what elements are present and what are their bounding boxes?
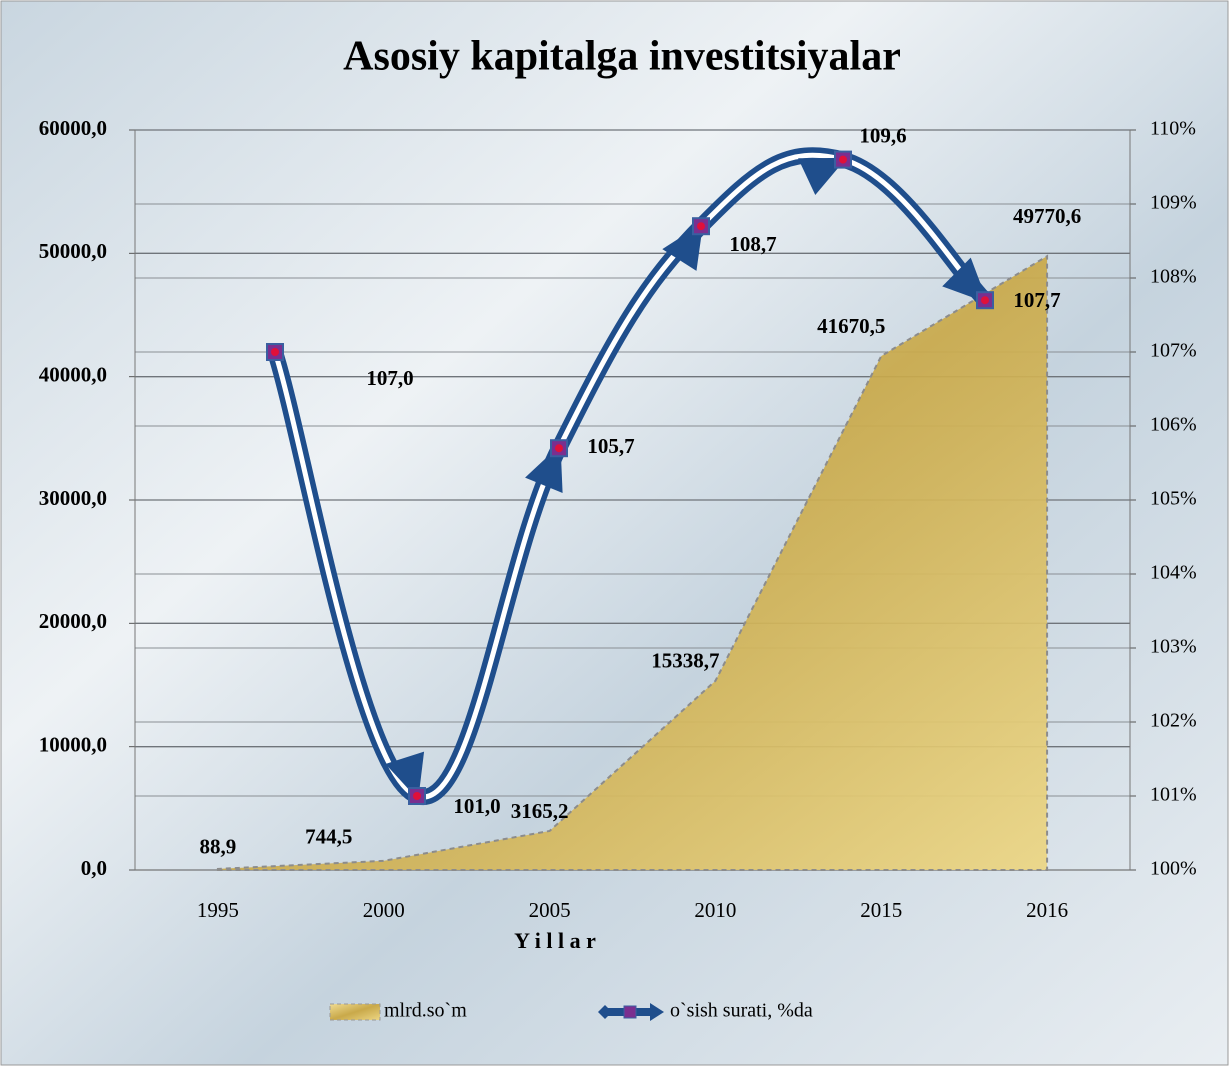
area-value-label: 15338,7 bbox=[651, 649, 719, 673]
area-value-label: 3165,2 bbox=[511, 799, 569, 823]
legend-marker bbox=[623, 1005, 637, 1019]
y-tick-label: 40000,0 bbox=[39, 362, 107, 386]
y2-tick-label: 108% bbox=[1150, 266, 1197, 288]
y-tick-label: 50000,0 bbox=[39, 239, 107, 263]
y2-tick-label: 102% bbox=[1150, 710, 1197, 732]
y2-tick-label: 110% bbox=[1150, 118, 1196, 140]
chart-title: Asosiy kapitalga investitsiyalar bbox=[343, 34, 901, 80]
y2-tick-label: 109% bbox=[1150, 192, 1197, 214]
line-value-label: 105,7 bbox=[587, 434, 634, 458]
x-tick-label: 2010 bbox=[694, 898, 736, 922]
legend-label: mlrd.so`m bbox=[384, 1000, 467, 1022]
line-marker-dot bbox=[839, 155, 847, 164]
line-value-label: 108,7 bbox=[729, 232, 776, 256]
line-marker-dot bbox=[413, 792, 421, 800]
y-tick-label: 0,0 bbox=[81, 856, 107, 880]
y-tick-label: 30000,0 bbox=[39, 486, 107, 510]
line-marker-dot bbox=[271, 348, 279, 356]
y-tick-label: 60000,0 bbox=[39, 116, 107, 140]
x-tick-label: 2005 bbox=[529, 898, 571, 922]
legend-swatch bbox=[329, 1003, 381, 1021]
y-tick-label: 10000,0 bbox=[39, 732, 107, 756]
line-value-label: 107,7 bbox=[1013, 288, 1060, 312]
x-tick-label: 2000 bbox=[363, 898, 405, 922]
area-value-label: 49770,6 bbox=[1013, 204, 1081, 228]
x-axis-title: Y i l l a r bbox=[514, 928, 596, 953]
y2-tick-label: 106% bbox=[1150, 414, 1197, 436]
x-tick-label: 1995 bbox=[197, 898, 239, 922]
line-value-label: 101,0 bbox=[453, 794, 500, 818]
line-value-label: 107,0 bbox=[366, 366, 413, 390]
y-tick-label: 20000,0 bbox=[39, 609, 107, 633]
y2-tick-label: 107% bbox=[1150, 340, 1197, 362]
y2-tick-label: 101% bbox=[1150, 784, 1197, 806]
legend-diamond bbox=[598, 1005, 612, 1019]
y2-tick-label: 103% bbox=[1150, 636, 1197, 658]
line-marker-dot bbox=[981, 296, 989, 305]
area-value-label: 41670,5 bbox=[817, 314, 885, 338]
area-value-label: 88,9 bbox=[200, 835, 237, 859]
x-tick-label: 2015 bbox=[860, 898, 902, 922]
line-marker-dot bbox=[697, 222, 705, 231]
x-tick-label: 2016 bbox=[1026, 898, 1068, 922]
y2-tick-label: 105% bbox=[1150, 488, 1197, 510]
legend-label: o`sish surati, %da bbox=[670, 1000, 813, 1022]
line-marker-dot bbox=[555, 444, 563, 453]
line-value-label: 109,6 bbox=[859, 123, 906, 147]
y2-tick-label: 100% bbox=[1150, 858, 1197, 880]
y2-tick-label: 104% bbox=[1150, 562, 1197, 584]
area bbox=[216, 254, 1049, 871]
area-value-label: 744,5 bbox=[305, 825, 352, 849]
legend-arrow bbox=[650, 1003, 664, 1021]
